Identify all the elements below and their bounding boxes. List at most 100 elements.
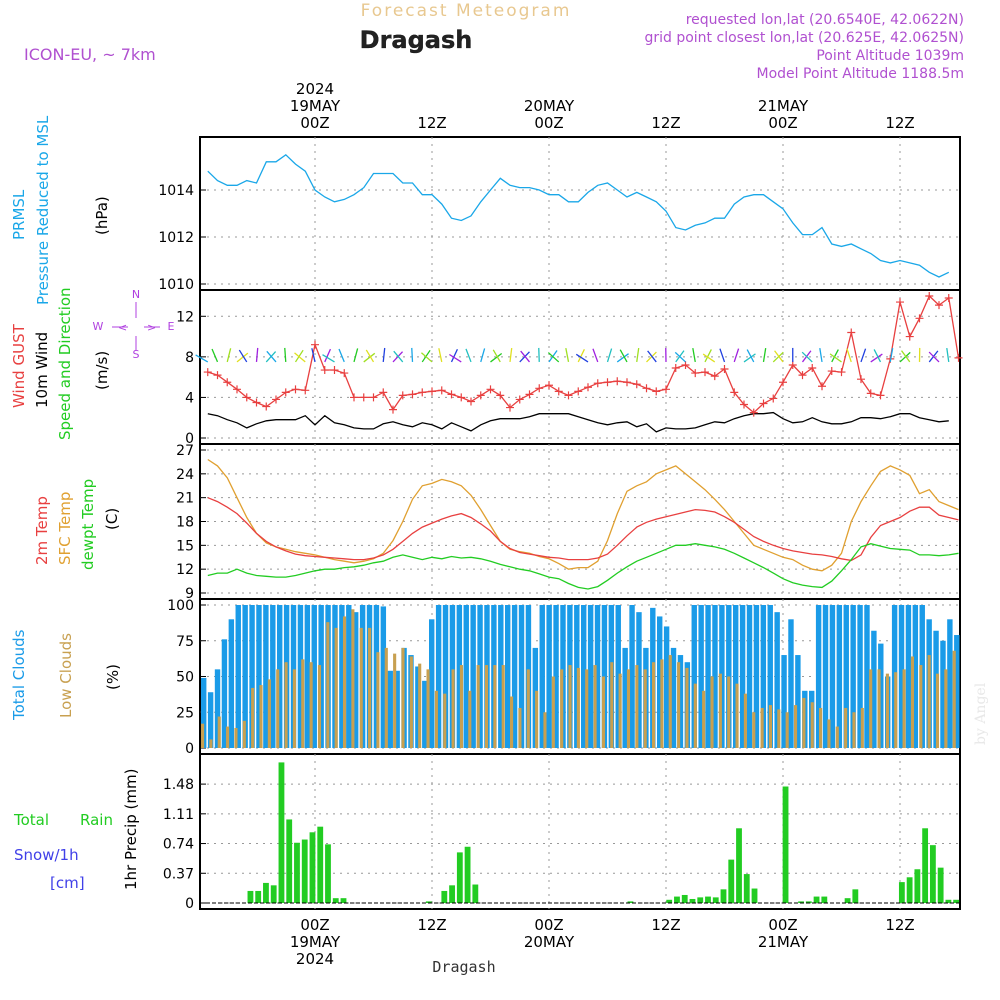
gust-marker	[447, 390, 456, 399]
rain-bar	[425, 901, 432, 903]
low-clouds-bar	[760, 707, 764, 748]
time-label-bottom: 21MAY	[758, 933, 809, 951]
total-clouds-bar	[505, 605, 511, 748]
low-clouds-bar	[259, 685, 263, 748]
low-clouds-bar	[334, 627, 338, 748]
total-clouds-bar	[380, 606, 387, 748]
wind-direction-arrow	[592, 348, 599, 363]
total-clouds-bar	[214, 669, 221, 748]
y-tick-label: 25	[176, 705, 194, 721]
total-clouds-bar	[774, 612, 780, 748]
total-clouds-bar	[836, 605, 843, 748]
wind-direction-arrow	[565, 348, 570, 363]
total-clouds-bar	[954, 635, 960, 748]
low-clouds-bar	[785, 712, 789, 748]
gust-marker	[272, 395, 280, 404]
low-clouds-bar	[651, 662, 656, 748]
svg-text:>: >	[147, 321, 156, 334]
wind-direction-arrow	[928, 351, 940, 363]
rain-bar	[705, 896, 711, 903]
gust-marker	[554, 387, 563, 396]
total-clouds-bar	[677, 655, 684, 748]
rain-bar	[798, 901, 804, 903]
label-wind-gust: Wind GUST	[10, 323, 28, 408]
model-altitude: Model Point Altitude 1188.5m	[757, 66, 964, 82]
gust-marker	[788, 360, 797, 369]
wind-direction-arrow	[255, 347, 259, 362]
rain-bar	[712, 897, 719, 903]
low-clouds-bar	[284, 662, 288, 748]
label-1hr-precip: 1hr Precip (mm)	[122, 769, 140, 890]
wind-direction-arrow	[547, 352, 560, 363]
rain-bar	[666, 899, 673, 903]
low-clouds-bar	[718, 673, 722, 748]
gust-marker	[457, 393, 466, 402]
wind-direction-arrow	[311, 348, 316, 363]
total-clouds-bar	[311, 605, 317, 748]
total-clouds-bar	[698, 605, 704, 748]
time-label-bottom: 12Z	[417, 916, 446, 934]
label-pressure-msl: Pressure Reduced to MSL	[34, 115, 52, 305]
gust-marker	[476, 391, 485, 400]
low-clouds-bar	[576, 667, 580, 748]
gust-marker	[584, 383, 592, 392]
rain-bar	[255, 890, 262, 903]
gust-marker	[847, 328, 856, 337]
total-clouds-bar	[733, 605, 739, 748]
low-clouds-bar	[894, 672, 898, 748]
gust-marker	[954, 353, 963, 362]
gust-marker	[350, 393, 358, 402]
gust-marker	[301, 386, 310, 395]
low-clouds-bar	[301, 659, 305, 748]
gust-marker	[213, 371, 222, 380]
wind-direction-arrow	[338, 348, 345, 363]
wind-direction-arrow	[762, 347, 767, 363]
rain-bar	[689, 898, 696, 903]
gust-marker	[467, 397, 475, 406]
gust-marker	[632, 380, 641, 389]
label-celsius: (C)	[103, 508, 121, 530]
wind-direction-arrow	[889, 348, 894, 363]
low-clouds-bar	[201, 723, 205, 748]
low-clouds-bar	[443, 693, 447, 748]
total-clouds-bar	[415, 666, 421, 748]
low-clouds-bar	[568, 665, 572, 748]
wind-direction-arrow	[636, 347, 640, 363]
total-clouds-bar	[394, 670, 400, 748]
compass-s: S	[133, 348, 140, 361]
y-tick-label: 8	[185, 350, 194, 366]
low-clouds-bar	[401, 647, 405, 748]
low-clouds-bar	[459, 665, 464, 748]
label-total: Total	[13, 811, 49, 829]
time-label-bottom: 00Z	[768, 916, 797, 934]
low-clouds-bar	[476, 665, 480, 748]
wind-direction-arrow	[743, 353, 756, 363]
total-clouds-bar	[670, 647, 677, 748]
y-tick-label: 12	[176, 562, 194, 578]
wind-direction-arrow	[616, 353, 629, 363]
gust-marker	[311, 340, 319, 349]
y-tick-label: 21	[176, 491, 194, 507]
low-clouds-bar	[944, 669, 948, 748]
total-clouds-bar	[947, 619, 953, 748]
total-clouds-bar	[622, 647, 628, 748]
wind-direction-arrow	[266, 350, 277, 363]
wind-direction-arrow	[846, 348, 852, 363]
low-clouds-bar	[743, 693, 747, 748]
rain-bar	[736, 828, 742, 903]
total-clouds-bar	[442, 605, 449, 748]
gust-marker	[769, 394, 778, 403]
low-clouds-bar	[434, 690, 438, 748]
wind-direction-arrow	[801, 351, 813, 363]
wind-direction-arrow	[236, 352, 249, 363]
low-clouds-bar	[819, 707, 823, 748]
gust-marker	[330, 366, 339, 375]
wind-direction-arrow	[873, 349, 882, 363]
wind-direction-arrow	[492, 349, 501, 363]
watermark: by Angel	[973, 682, 989, 745]
gust-marker	[720, 365, 729, 374]
total-clouds-bar	[629, 605, 635, 748]
rain-bar	[844, 898, 851, 903]
y-tick-label: 0	[185, 741, 194, 757]
time-label-top: 12Z	[417, 114, 446, 132]
